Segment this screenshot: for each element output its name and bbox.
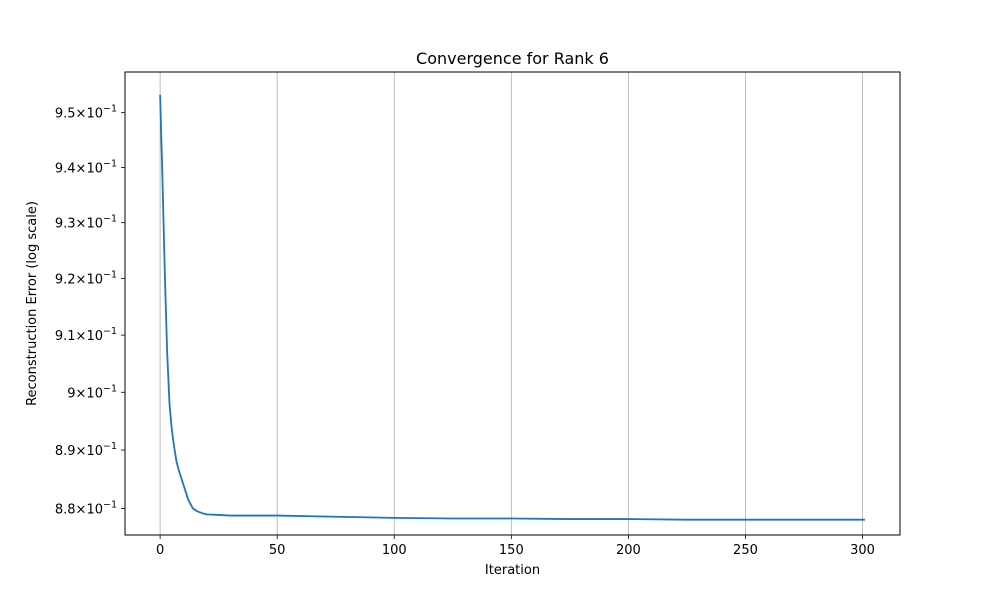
series-line-0 xyxy=(159,94,865,521)
y-tick-label: 8.8×10−1 xyxy=(55,499,117,517)
y-tick-label: 9.2×10−1 xyxy=(55,270,117,288)
y-tick-label: 9.4×10−1 xyxy=(55,158,117,176)
y-axis-ticks: 8.8×10−1 8.9×10−1 9×10−1 9.1×10−1 9.2×10−1 9.… xyxy=(55,104,125,517)
y-tick-label: 9.5×10−1 xyxy=(55,104,117,122)
x-axis-ticks: 0 50 100 150 200 250 300 xyxy=(156,535,875,558)
x-tick-label: 0 xyxy=(156,543,164,558)
x-tick-label: 250 xyxy=(733,543,758,558)
plot-area-frame xyxy=(124,71,901,536)
x-tick-label: 100 xyxy=(382,543,407,558)
y-tick-label: 9×10−1 xyxy=(67,383,117,401)
y-tick-label: 9.1×10−1 xyxy=(55,326,117,344)
x-axis-label: Iteration xyxy=(485,563,540,578)
x-tick-label: 200 xyxy=(616,543,641,558)
chart-title: Convergence for Rank 6 xyxy=(416,49,609,68)
y-tick-label: 9.3×10−1 xyxy=(55,214,117,232)
x-tick-label: 50 xyxy=(269,543,286,558)
grid-lines xyxy=(159,72,863,535)
y-tick-label: 8.9×10−1 xyxy=(55,441,117,459)
y-axis-label: Reconstruction Error (log scale) xyxy=(25,201,40,406)
series-layer xyxy=(159,94,865,521)
x-tick-label: 150 xyxy=(499,543,524,558)
x-tick-label: 300 xyxy=(850,543,875,558)
